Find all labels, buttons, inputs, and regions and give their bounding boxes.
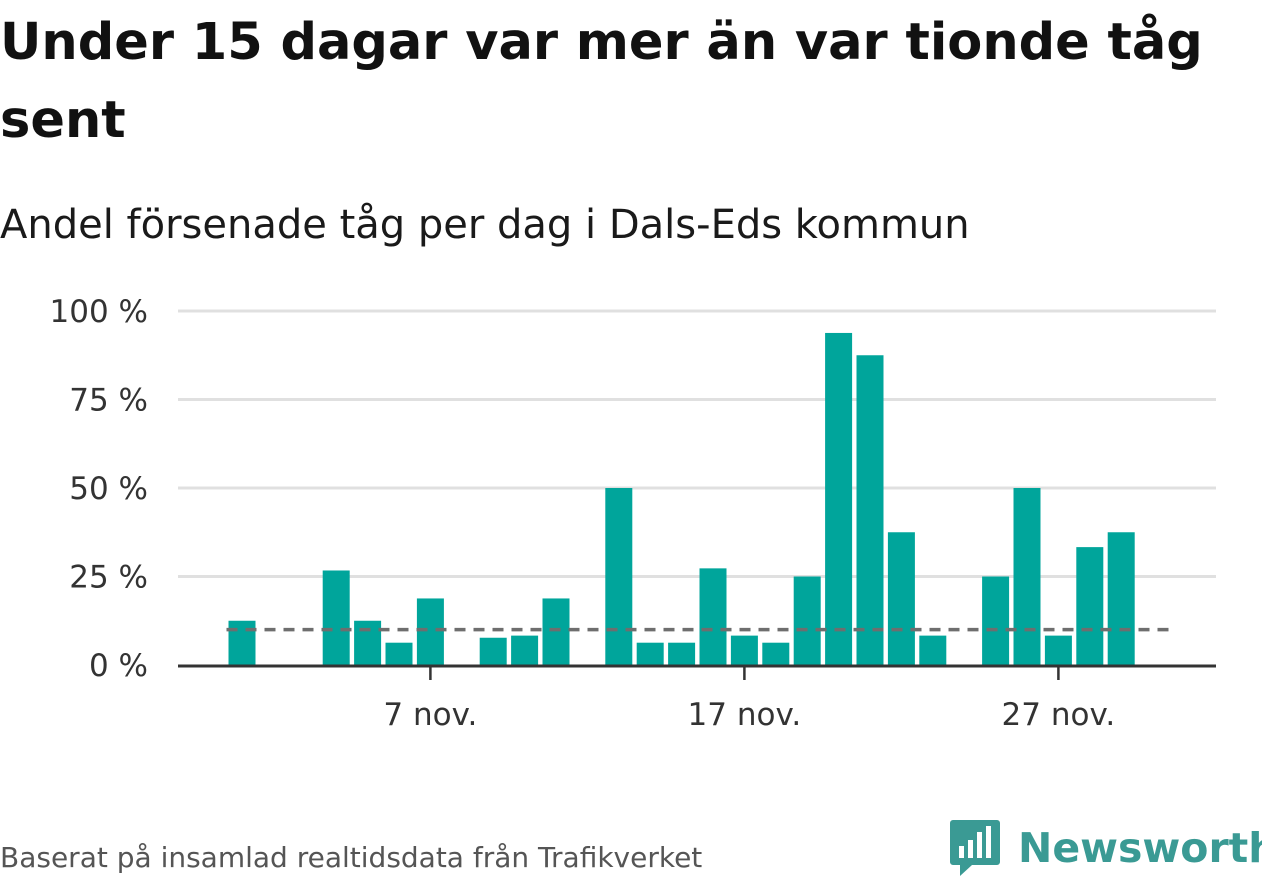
grid-lines bbox=[178, 309, 1216, 578]
bar bbox=[479, 637, 507, 665]
y-axis-ticks: 0 % 25 % 50 % 75 % 100 % bbox=[50, 294, 148, 684]
bar bbox=[825, 332, 853, 665]
bar bbox=[1013, 488, 1041, 665]
bar bbox=[762, 642, 790, 665]
bar bbox=[1107, 532, 1135, 665]
newsworthy-chart-bubble-icon bbox=[950, 820, 1000, 876]
x-tick-label: 7 nov. bbox=[383, 697, 477, 733]
y-tick-label: 100 % bbox=[50, 294, 148, 330]
bar bbox=[354, 620, 382, 665]
y-tick-label: 25 % bbox=[69, 560, 148, 596]
bar bbox=[511, 635, 539, 665]
y-tick-label: 50 % bbox=[69, 471, 148, 507]
chart-subtitle: Andel försenade tåg per dag i Dals-Eds k… bbox=[0, 202, 970, 248]
bar bbox=[542, 598, 570, 665]
x-tick-label: 27 nov. bbox=[1002, 697, 1116, 733]
bar bbox=[982, 576, 1010, 665]
bar bbox=[1044, 635, 1072, 665]
bar bbox=[1076, 547, 1104, 665]
chart-title: Under 15 dagar var mer än var tionde tåg… bbox=[0, 13, 1203, 150]
bar bbox=[793, 576, 821, 665]
source-note: Baserat på insamlad realtidsdata från Tr… bbox=[0, 841, 703, 874]
bar bbox=[730, 635, 758, 665]
logo-text: Newsworthy bbox=[1018, 824, 1262, 872]
bar bbox=[416, 598, 444, 665]
bar bbox=[636, 642, 664, 665]
y-tick-label: 75 % bbox=[69, 383, 148, 419]
bar bbox=[668, 642, 696, 665]
bar bbox=[856, 355, 884, 665]
bar bbox=[699, 568, 727, 665]
bar bbox=[385, 642, 413, 665]
bar bbox=[887, 532, 915, 665]
newsworthy-logo[interactable]: Newsworthy bbox=[950, 818, 1262, 878]
bar bbox=[322, 570, 350, 665]
bar bbox=[228, 620, 256, 665]
bar bbox=[919, 635, 947, 665]
bars bbox=[228, 332, 1135, 665]
x-tick-label: 17 nov. bbox=[688, 697, 802, 733]
y-tick-label: 0 % bbox=[89, 648, 148, 684]
x-axis-ticks: 7 nov. 17 nov. 27 nov. bbox=[383, 666, 1115, 733]
bar bbox=[605, 488, 633, 665]
bar-chart: 0 % 25 % 50 % 75 % 100 % 7 nov. 17 nov. 27 nov… bbox=[50, 294, 1216, 733]
